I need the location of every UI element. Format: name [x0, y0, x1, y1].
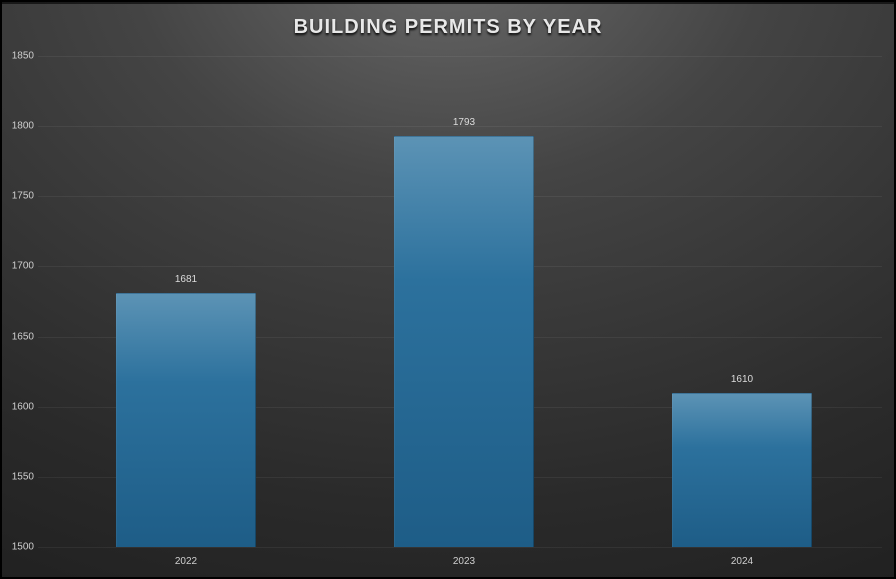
x-tick-label: 2023	[453, 556, 475, 567]
x-tick-label: 2022	[175, 556, 197, 567]
bar-2022	[116, 293, 256, 547]
y-tick-label: 1600	[10, 401, 34, 412]
grid-line	[38, 547, 882, 548]
bar-2023	[394, 136, 534, 547]
bar-value-label: 1681	[175, 274, 197, 289]
bar-value-label: 1610	[731, 374, 753, 389]
y-tick-label: 1800	[10, 121, 34, 132]
y-tick-label: 1650	[10, 331, 34, 342]
top-edge	[2, 2, 894, 4]
bar-value-label: 1793	[453, 117, 475, 132]
chart-title: BUILDING PERMITS BY YEAR	[2, 16, 894, 39]
y-tick-label: 1850	[10, 51, 34, 62]
y-tick-label: 1550	[10, 471, 34, 482]
grid-line	[38, 56, 882, 57]
plot-area: 1500155016001650170017501800185016812022…	[38, 56, 882, 547]
x-tick-label: 2024	[731, 556, 753, 567]
y-tick-label: 1500	[10, 542, 34, 553]
chart-panel: BUILDING PERMITS BY YEAR 150015501600165…	[2, 2, 894, 577]
y-tick-label: 1700	[10, 261, 34, 272]
bar-2024	[672, 393, 812, 547]
chart-container: BUILDING PERMITS BY YEAR 150015501600165…	[0, 0, 896, 579]
y-tick-label: 1750	[10, 191, 34, 202]
